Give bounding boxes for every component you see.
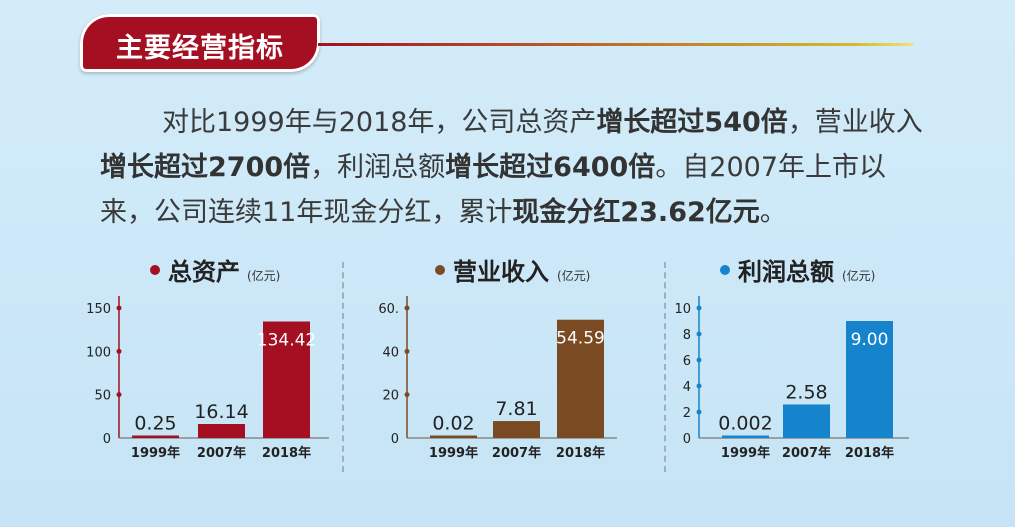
y-tick-dot [696, 331, 702, 337]
x-tick-label: 2018年 [262, 445, 311, 461]
y-tick-label: 4 [683, 380, 691, 395]
y-tick-label: 10 [674, 302, 691, 317]
title-underline [318, 43, 913, 46]
bar-value-label: 54.59 [556, 329, 605, 349]
bar [722, 435, 769, 438]
y-tick-label: 0 [683, 432, 691, 447]
y-tick-dot [404, 392, 410, 398]
y-tick-label: 40 [382, 345, 399, 360]
chart-divider [664, 262, 666, 472]
y-tick-label: 0 [103, 432, 111, 447]
y-tick-label: 150 [86, 302, 111, 317]
y-tick-dot [404, 305, 410, 311]
bar [263, 321, 310, 438]
y-tick-dot [696, 305, 702, 311]
y-tick-label: 60. [378, 302, 399, 317]
chart-title: 营业收入 [453, 258, 549, 286]
bar-value-label: 0.002 [718, 413, 772, 435]
paragraph-text: 对比1999年与2018年，公司总资产 [162, 107, 597, 138]
bar [557, 319, 604, 438]
x-tick-label: 2007年 [492, 445, 541, 461]
y-tick-dot [116, 392, 122, 398]
paragraph-text: 。自2007年上市以来，公司连续11年现金分红，累计 [100, 152, 887, 228]
paragraph-text: 。 [759, 197, 787, 228]
highlight-text: 增长超过540倍 [596, 107, 788, 138]
bar [132, 435, 179, 438]
chart-divider [342, 262, 344, 472]
y-tick-dot [696, 357, 702, 363]
y-tick-label: 2 [683, 406, 691, 421]
bar-value-label: 9.00 [851, 330, 889, 350]
y-tick-label: 8 [683, 328, 691, 343]
bar [783, 404, 830, 438]
y-tick-dot [404, 348, 410, 354]
paragraph-text: ，营业收入 [787, 107, 923, 138]
bar [430, 435, 477, 438]
section-title: 主要经营指标 [116, 33, 284, 64]
summary-paragraph: 对比1999年与2018年，公司总资产增长超过540倍，营业收入增长超过2700… [100, 100, 930, 235]
chart-title: 利润总额 [738, 258, 834, 286]
y-tick-label: 0 [391, 432, 399, 447]
paragraph-text: ，利润总额 [310, 152, 446, 183]
x-tick-label: 2007年 [197, 445, 246, 461]
chart-unit: (亿元) [557, 268, 590, 283]
x-tick-label: 2018年 [845, 445, 894, 461]
x-tick-label: 1999年 [429, 445, 478, 461]
bar [198, 424, 245, 438]
chart-unit: (亿元) [842, 268, 875, 283]
bar-value-label: 134.42 [257, 331, 316, 351]
bar-value-label: 16.14 [194, 401, 248, 423]
y-tick-label: 100 [86, 345, 111, 360]
highlight-text: 现金分红23.62亿元 [512, 197, 760, 228]
y-tick-dot [116, 305, 122, 311]
bar-value-label: 7.81 [495, 398, 537, 420]
highlight-text: 增长超过2700倍 [100, 152, 311, 183]
section-title-banner: 主要经营指标 [80, 14, 320, 72]
y-tick-label: 6 [683, 354, 691, 369]
legend-dot-icon [720, 265, 730, 275]
bar-value-label: 2.58 [785, 381, 827, 403]
y-tick-dot [696, 409, 702, 415]
x-tick-label: 1999年 [721, 445, 770, 461]
y-tick-dot [696, 383, 702, 389]
y-tick-dot [116, 348, 122, 354]
y-tick-label: 50 [94, 389, 111, 404]
legend-dot-icon [435, 265, 445, 275]
x-tick-label: 2018年 [556, 445, 605, 461]
chart-title: 总资产 [168, 258, 240, 286]
bar [493, 421, 540, 438]
bar-value-label: 0.02 [432, 413, 474, 435]
y-tick-label: 20 [382, 389, 399, 404]
chart-unit: (亿元) [247, 268, 280, 283]
bar-value-label: 0.25 [134, 413, 176, 435]
highlight-text: 增长超过6400倍 [445, 152, 656, 183]
legend-dot-icon [150, 265, 160, 275]
x-tick-label: 1999年 [131, 445, 180, 461]
bar [846, 321, 893, 438]
x-tick-label: 2007年 [782, 445, 831, 461]
